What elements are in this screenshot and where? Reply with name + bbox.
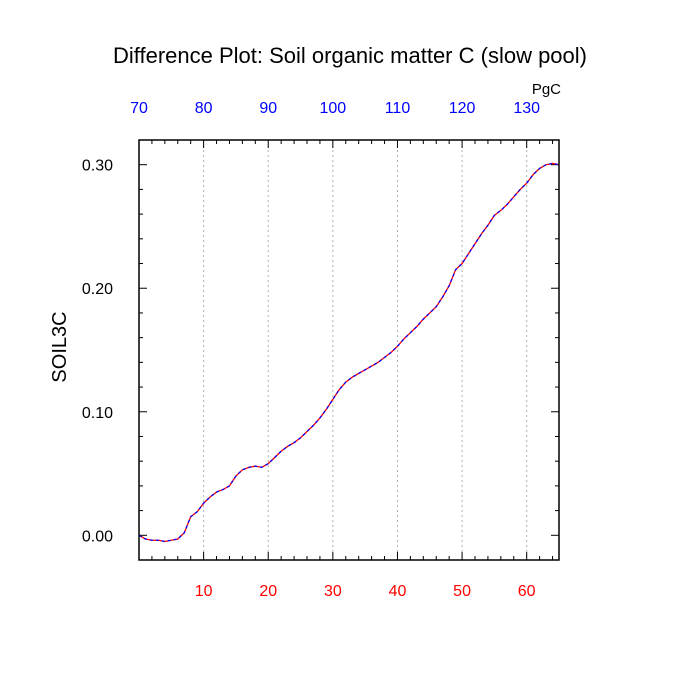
y-tick-label: 0.20: [82, 281, 113, 298]
x-tick-label: 50: [453, 583, 471, 600]
x-tick-label: 60: [518, 583, 536, 600]
top-tick-label: 100: [319, 100, 346, 117]
y-tick-label: 0.30: [82, 158, 113, 175]
y-axis-label: SOIL3C: [49, 311, 71, 382]
series-lines: [138, 162, 560, 543]
chart-title: Difference Plot: Soil organic matter C (…: [113, 43, 587, 68]
x-tick-label: 30: [324, 583, 342, 600]
top-tick-label: 90: [259, 100, 277, 117]
top-axis-unit: PgC: [532, 81, 561, 98]
top-tick-label: 120: [449, 100, 476, 117]
top-tick-label: 130: [513, 100, 540, 117]
series-line-dashed: [138, 162, 560, 543]
grid-lines: [203, 140, 528, 560]
x-tick-label: 20: [259, 583, 277, 600]
top-tick-label: 110: [385, 100, 411, 117]
tick-labels: 10 20 30 40 50 60 70 80 90 100 110 120 130 0.00 0.10 0.…: [82, 100, 540, 600]
series-line: [138, 162, 560, 543]
top-tick-label: 80: [195, 100, 213, 117]
tick-marks: [138, 139, 559, 561]
plot-frame: [138, 139, 560, 561]
y-tick-label: 0.10: [82, 405, 113, 422]
top-tick-label: 70: [130, 100, 148, 117]
x-tick-label: 10: [195, 583, 213, 600]
y-tick-label: 0.00: [82, 528, 113, 545]
x-tick-label: 40: [389, 583, 407, 600]
